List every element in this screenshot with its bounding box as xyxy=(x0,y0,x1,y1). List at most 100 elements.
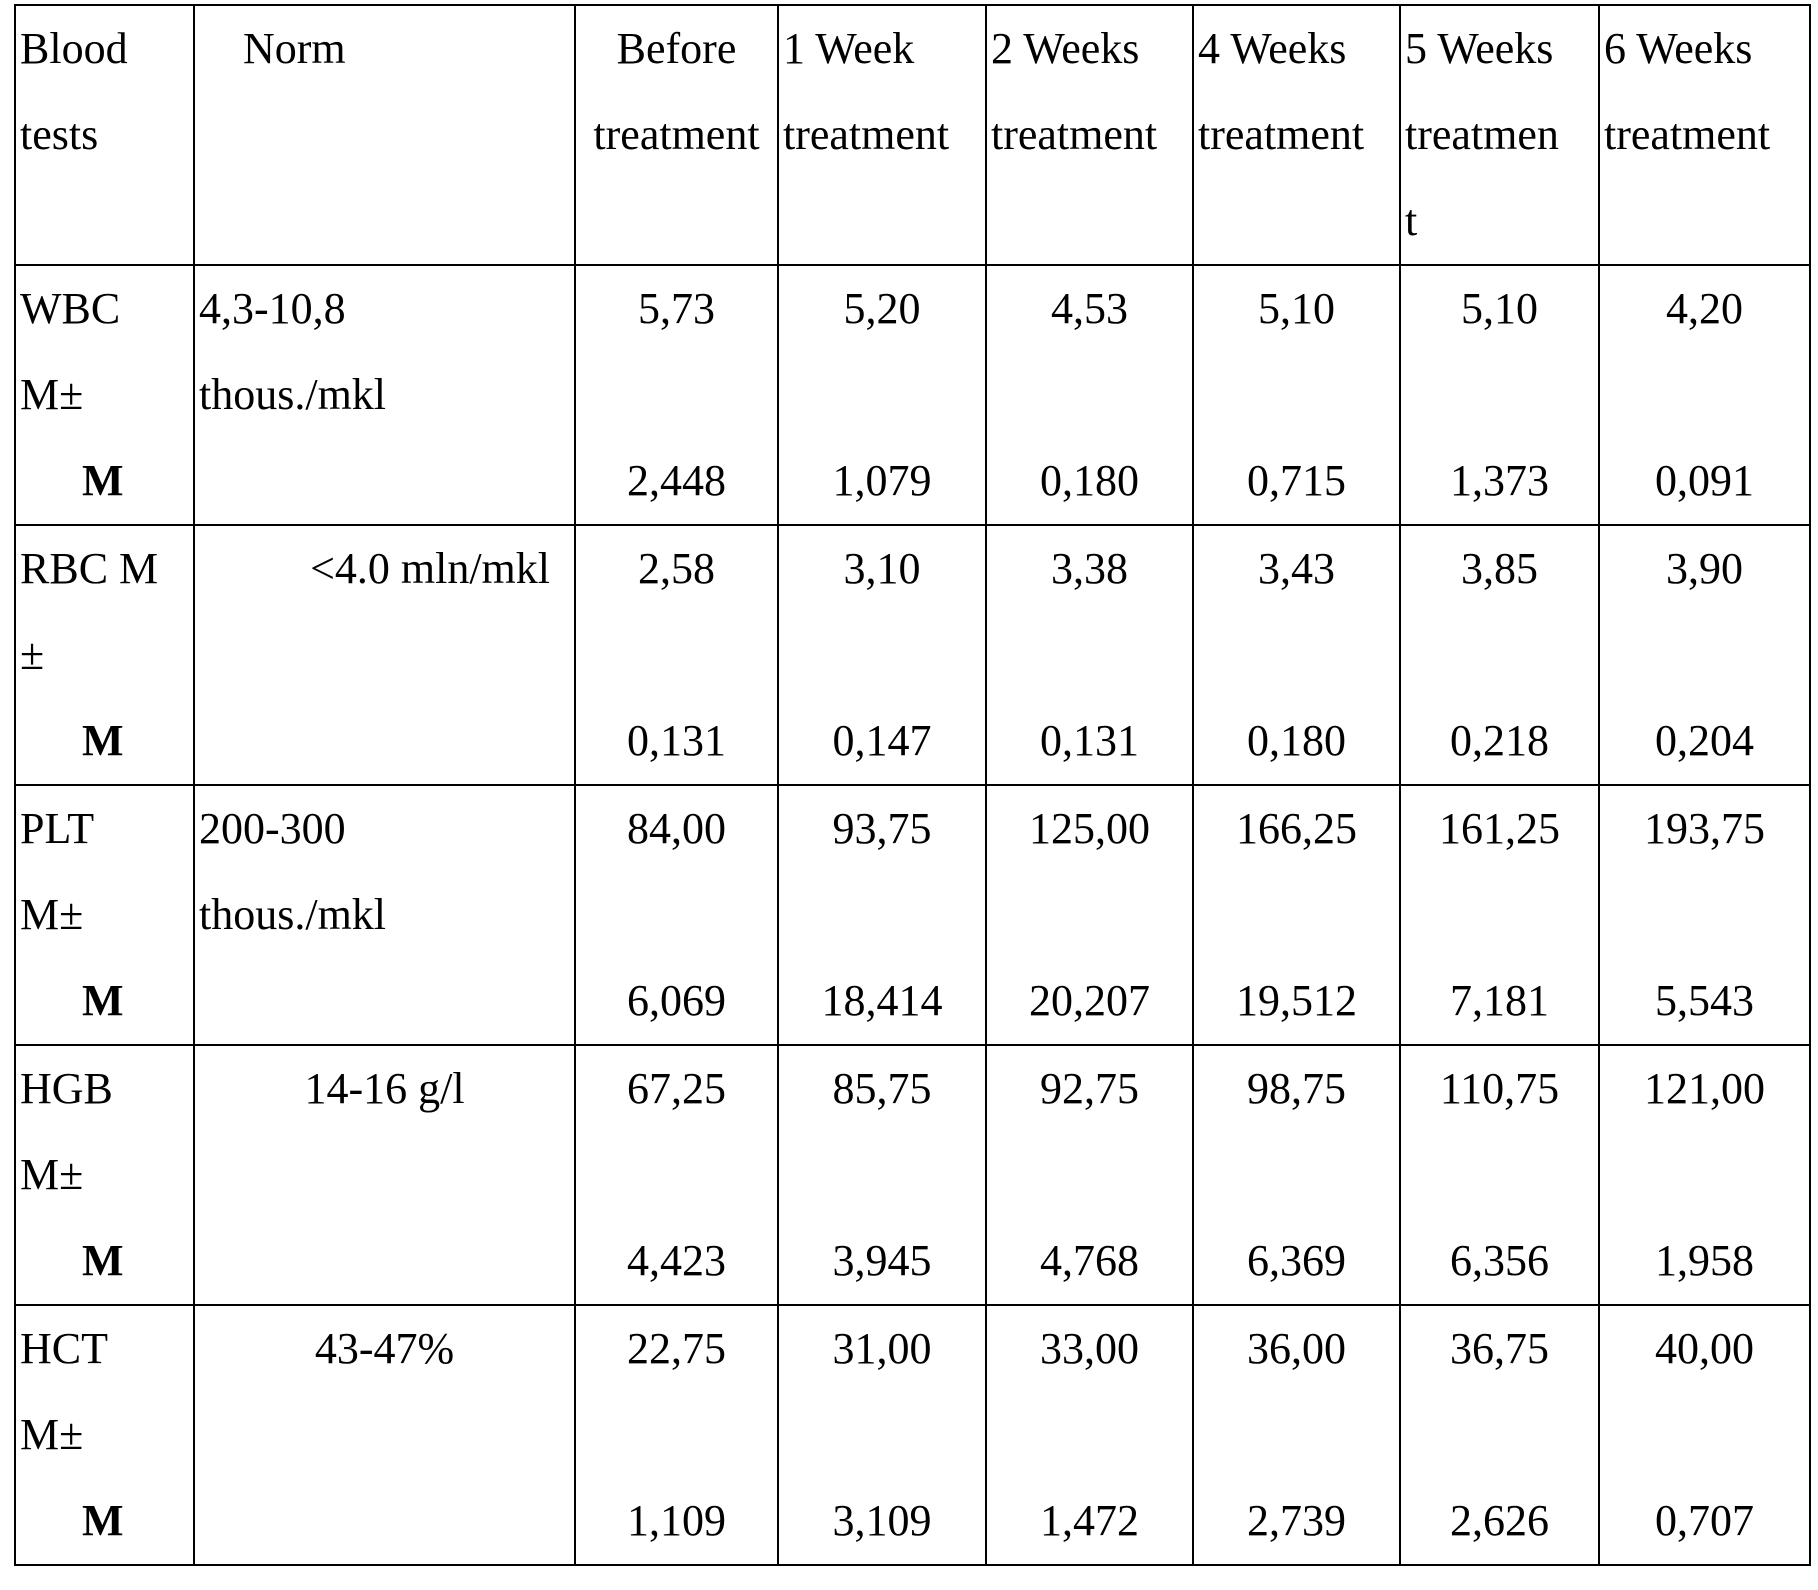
error-value: 1,109 xyxy=(627,1496,726,1545)
error-value: 2,626 xyxy=(1450,1496,1549,1545)
error-value: 1,373 xyxy=(1450,456,1549,505)
mean-value: 2,58 xyxy=(638,544,715,593)
label-rbc: RBC M ± M xyxy=(14,524,195,786)
error-value: 18,414 xyxy=(821,976,943,1025)
value-cell: 36,75 2,626 xyxy=(1399,1304,1600,1566)
spacer xyxy=(1601,612,1808,698)
error-value: 7,181 xyxy=(1450,976,1549,1025)
error-value: 0,131 xyxy=(1040,716,1139,765)
value-cell: 4,53 0,180 xyxy=(985,264,1194,526)
spacer xyxy=(780,1392,984,1478)
mean-value: 3,38 xyxy=(1051,544,1128,593)
mean-value: 36,75 xyxy=(1450,1324,1549,1373)
spacer xyxy=(1402,872,1597,958)
mean-value: 5,10 xyxy=(1461,284,1538,333)
spacer xyxy=(780,1132,984,1218)
spacer xyxy=(1601,872,1808,958)
label-wbc: WBC M± M xyxy=(14,264,195,526)
row-wbc: WBC M± M 4,3-10,8 thous./mkl 5,73 2,448 5,20 1,0… xyxy=(14,264,1811,526)
error-value: 1,079 xyxy=(832,456,932,505)
spacer xyxy=(988,612,1191,698)
error-value: 1,472 xyxy=(1040,1496,1139,1545)
error-value: 6,369 xyxy=(1247,1236,1346,1285)
error-value: 0,180 xyxy=(1040,456,1139,505)
value-cell: 125,00 20,207 xyxy=(985,784,1194,1046)
mean-value: 84,00 xyxy=(627,804,726,853)
spacer xyxy=(780,612,984,698)
header-norm: Norm xyxy=(193,4,576,266)
header-row: Blood tests Norm Before treatment 1 Week… xyxy=(14,4,1811,266)
value-cell: 98,75 6,369 xyxy=(1192,1044,1401,1306)
mean-value: 5,10 xyxy=(1258,284,1335,333)
value-cell: 3,43 0,180 xyxy=(1192,524,1401,786)
spacer xyxy=(1195,872,1398,958)
value-cell: 84,00 6,069 xyxy=(574,784,779,1046)
mean-value: 98,75 xyxy=(1247,1064,1346,1113)
spacer xyxy=(988,1132,1191,1218)
value-cell: 85,75 3,945 xyxy=(777,1044,987,1306)
spacer xyxy=(1402,612,1597,698)
spacer xyxy=(1402,1132,1597,1218)
error-value: 0,147 xyxy=(832,716,932,765)
spacer xyxy=(577,612,776,698)
label-hgb: HGB M± M xyxy=(14,1044,195,1306)
error-value: 6,356 xyxy=(1450,1236,1549,1285)
error-value: 0,204 xyxy=(1655,716,1754,765)
mean-value: 125,00 xyxy=(1029,804,1150,853)
value-cell: 92,75 4,768 xyxy=(985,1044,1194,1306)
error-value: 2,448 xyxy=(627,456,726,505)
value-cell: 40,00 0,707 xyxy=(1598,1304,1811,1566)
mean-value: 36,00 xyxy=(1247,1324,1346,1373)
value-cell: 5,10 1,373 xyxy=(1399,264,1600,526)
spacer xyxy=(1195,1132,1398,1218)
mean-value: 3,43 xyxy=(1258,544,1335,593)
spacer xyxy=(577,352,776,438)
error-value: 0,180 xyxy=(1247,716,1346,765)
value-cell: 161,25 7,181 xyxy=(1399,784,1600,1046)
mean-value: 121,00 xyxy=(1644,1064,1765,1113)
spacer xyxy=(1195,352,1398,438)
spacer xyxy=(1195,612,1398,698)
mean-value: 193,75 xyxy=(1644,804,1765,853)
header-2-weeks: 2 Weeks treatment xyxy=(985,4,1194,266)
mean-value: 3,85 xyxy=(1461,544,1538,593)
error-value: 4,423 xyxy=(627,1236,726,1285)
value-cell: 3,38 0,131 xyxy=(985,524,1194,786)
value-cell: 121,00 1,958 xyxy=(1598,1044,1811,1306)
error-value: 5,543 xyxy=(1655,976,1754,1025)
spacer xyxy=(1601,352,1808,438)
mean-value: 40,00 xyxy=(1655,1324,1754,1373)
error-value: 0,218 xyxy=(1450,716,1549,765)
spacer xyxy=(780,352,984,438)
header-6-weeks: 6 Weeks treatment xyxy=(1598,4,1811,266)
value-cell: 36,00 2,739 xyxy=(1192,1304,1401,1566)
header-5-weeks: 5 Weeks treatmen t xyxy=(1399,4,1600,266)
mean-value: 85,75 xyxy=(832,1064,932,1113)
mean-value: 5,73 xyxy=(638,284,715,333)
header-before-treatment: Before treatment xyxy=(574,4,779,266)
value-cell: 3,90 0,204 xyxy=(1598,524,1811,786)
error-value: 6,069 xyxy=(627,976,726,1025)
spacer xyxy=(988,872,1191,958)
mean-value: 31,00 xyxy=(832,1324,932,1373)
error-value: 4,768 xyxy=(1040,1236,1139,1285)
value-cell: 3,10 0,147 xyxy=(777,524,987,786)
spacer xyxy=(988,352,1191,438)
norm-rbc: <4.0 mln/mkl xyxy=(193,524,576,786)
error-value: 0,131 xyxy=(627,716,726,765)
header-4-weeks: 4 Weeks treatment xyxy=(1192,4,1401,266)
spacer xyxy=(1402,352,1597,438)
row-rbc: RBC M ± M <4.0 mln/mkl 2,58 0,131 3,10 0,147 3,3… xyxy=(14,524,1811,786)
label-plt: PLT M± M xyxy=(14,784,195,1046)
spacer xyxy=(1402,1392,1597,1478)
value-cell: 3,85 0,218 xyxy=(1399,524,1600,786)
error-value: 3,109 xyxy=(832,1496,932,1545)
mean-value: 4,53 xyxy=(1051,284,1128,333)
spacer xyxy=(1601,1392,1808,1478)
spacer xyxy=(780,872,984,958)
mean-value: 110,75 xyxy=(1439,1064,1560,1113)
mean-value: 161,25 xyxy=(1439,804,1560,853)
norm-wbc: 4,3-10,8 thous./mkl xyxy=(193,264,576,526)
blood-tests-table: Blood tests Norm Before treatment 1 Week… xyxy=(14,4,1811,1566)
